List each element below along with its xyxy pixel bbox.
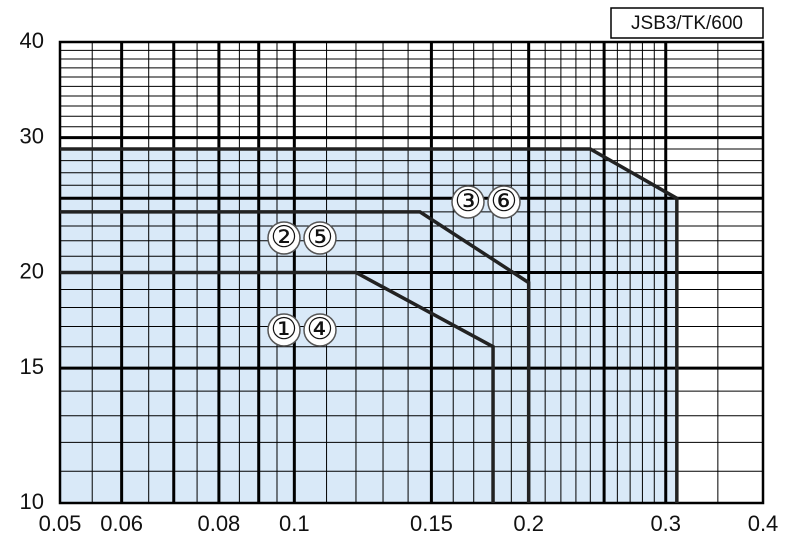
curve-label: ①: [271, 313, 298, 346]
label-badge: [303, 313, 337, 347]
y-tick-label: 15: [20, 354, 44, 379]
x-tick-label: 0.4: [748, 511, 779, 536]
label-badge: [451, 185, 485, 219]
curve-label: ③: [455, 185, 482, 218]
x-tick-label: 0.05: [39, 511, 82, 536]
x-tick-label: 0.1: [279, 511, 310, 536]
curve-label: ②: [271, 221, 298, 254]
curve: [60, 270, 495, 503]
x-tick-label: 0.06: [100, 511, 143, 536]
code-label: JSB3/TK/600: [631, 13, 743, 34]
curve: [60, 147, 679, 503]
y-tick-label: 40: [20, 28, 44, 53]
curve-label: ⑤: [307, 221, 334, 254]
curve: [60, 210, 531, 503]
label-badge: [267, 221, 301, 255]
label-badge: [487, 185, 521, 219]
x-tick-label: 0.15: [410, 511, 453, 536]
y-tick-label: 10: [20, 489, 44, 514]
label-badge: [267, 313, 301, 347]
x-tick-label: 0.3: [650, 511, 681, 536]
curve-label: ④: [307, 313, 334, 346]
label-badge: [303, 221, 337, 255]
curve-label: ⑥: [491, 185, 518, 218]
y-tick-label: 20: [20, 258, 44, 283]
code-box: [610, 7, 764, 39]
x-tick-label: 0.08: [197, 511, 240, 536]
safe-area: [60, 148, 677, 503]
x-tick-label: 0.2: [513, 511, 544, 536]
y-tick-label: 30: [20, 123, 44, 148]
